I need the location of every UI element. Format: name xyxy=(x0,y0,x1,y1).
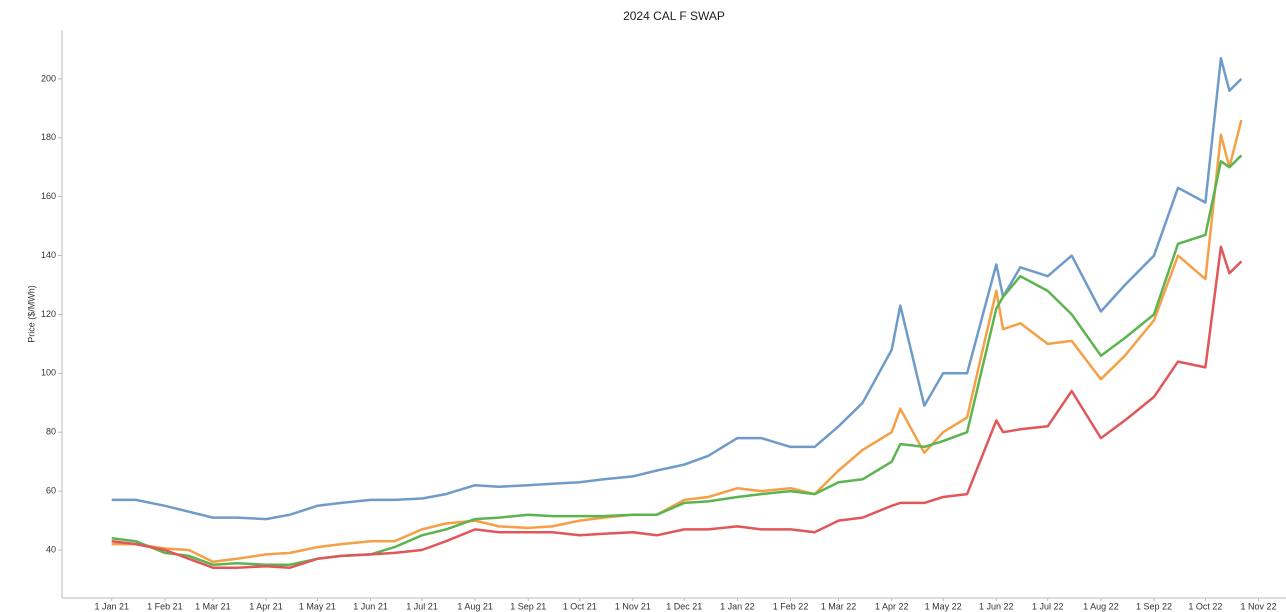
x-tick-label: 1 Nov 22 xyxy=(1241,601,1277,611)
x-tick-label: 1 Aug 21 xyxy=(457,601,493,611)
y-tick-label: 80 xyxy=(46,427,56,437)
x-tick-label: 1 Jan 21 xyxy=(94,601,129,611)
chart-title: 2024 CAL F SWAP xyxy=(623,9,725,23)
y-tick-label: 120 xyxy=(41,309,56,319)
x-tick-label: 1 May 21 xyxy=(299,601,336,611)
x-tick-label: 1 Aug 22 xyxy=(1083,601,1119,611)
x-tick-label: 1 Sep 22 xyxy=(1136,601,1172,611)
x-tick-label: 1 Jul 22 xyxy=(1032,601,1064,611)
x-tick-label: 1 Nov 21 xyxy=(615,601,651,611)
x-tick-label: 1 Apr 22 xyxy=(875,601,909,611)
series-line xyxy=(111,119,1243,564)
x-tick-label: 1 Oct 22 xyxy=(1188,601,1222,611)
x-tick-label: 1 Feb 21 xyxy=(147,601,183,611)
x-tick-label: 1 Apr 21 xyxy=(249,601,283,611)
x-tick-label: 1 Jun 22 xyxy=(979,601,1014,611)
y-tick-label: 180 xyxy=(41,132,56,142)
y-tick-label: 100 xyxy=(41,368,56,378)
x-tick-label: 1 May 22 xyxy=(925,601,962,611)
x-tick-label: 1 Feb 22 xyxy=(773,601,809,611)
x-tick-label: 1 Mar 21 xyxy=(195,601,231,611)
x-tick-label: 1 Oct 21 xyxy=(563,601,597,611)
y-tick-label: 200 xyxy=(41,73,56,83)
x-tick-label: 1 Jan 22 xyxy=(720,601,755,611)
x-tick-label: 1 Jul 21 xyxy=(406,601,438,611)
x-tick-label: 1 Jun 21 xyxy=(353,601,388,611)
x-tick-label: 1 Mar 22 xyxy=(821,601,857,611)
y-tick-label: 60 xyxy=(46,485,56,495)
series-line xyxy=(111,245,1243,569)
series-line xyxy=(111,57,1243,521)
y-tick-label: 140 xyxy=(41,250,56,260)
x-tick-label: 1 Sep 21 xyxy=(510,601,546,611)
y-tick-label: 160 xyxy=(41,191,56,201)
x-tick-label: 1 Dec 21 xyxy=(666,601,702,611)
y-tick-label: 40 xyxy=(46,544,56,554)
y-axis-label: Price ($/MWh) xyxy=(26,285,36,343)
